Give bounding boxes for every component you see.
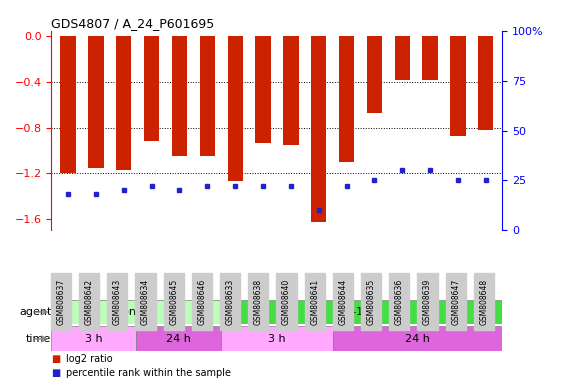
Text: log2 ratio: log2 ratio [66, 354, 112, 364]
Text: agent: agent [19, 307, 51, 317]
Bar [200, 36, 215, 156]
Text: percentile rank within the sample: percentile rank within the sample [66, 368, 231, 378]
Bar [451, 36, 465, 136]
Bar [227, 36, 243, 181]
Text: ■: ■ [51, 354, 61, 364]
Bar [136, 326, 220, 351]
Text: GSM808643: GSM808643 [113, 278, 122, 324]
Text: GSM808645: GSM808645 [169, 278, 178, 324]
Bar [255, 36, 271, 142]
Bar [283, 36, 299, 145]
Bar [51, 326, 136, 351]
Text: GSM808638: GSM808638 [254, 278, 263, 324]
Text: 24 h: 24 h [166, 334, 191, 344]
Text: GSM808634: GSM808634 [141, 278, 150, 324]
Bar [89, 36, 103, 168]
Text: GSM808642: GSM808642 [85, 278, 94, 324]
Bar [220, 326, 333, 351]
Text: GSM808636: GSM808636 [395, 278, 404, 324]
Text: time: time [26, 334, 51, 344]
Text: control: control [116, 307, 155, 317]
Text: GSM808646: GSM808646 [198, 278, 207, 324]
Text: GSM808640: GSM808640 [282, 278, 291, 324]
Text: GSM808637: GSM808637 [57, 278, 66, 324]
Text: GSM808639: GSM808639 [423, 278, 432, 324]
Bar [61, 36, 76, 173]
Bar [144, 36, 159, 141]
Text: 3 h: 3 h [268, 334, 286, 344]
Bar [116, 36, 131, 170]
Bar [51, 300, 220, 324]
Text: 24 h: 24 h [405, 334, 431, 344]
Bar [423, 36, 438, 80]
Text: GSM808648: GSM808648 [480, 278, 488, 324]
Text: GSM808644: GSM808644 [339, 278, 347, 324]
Bar [220, 300, 502, 324]
Text: IL-17C: IL-17C [344, 307, 379, 317]
Bar [311, 36, 327, 222]
Bar [339, 36, 354, 162]
Bar [478, 36, 493, 130]
Bar [172, 36, 187, 156]
Text: GSM808635: GSM808635 [367, 278, 376, 324]
Text: GSM808647: GSM808647 [451, 278, 460, 324]
Bar [395, 36, 410, 80]
Text: GDS4807 / A_24_P601695: GDS4807 / A_24_P601695 [51, 17, 215, 30]
Bar [333, 326, 502, 351]
Text: 3 h: 3 h [85, 334, 102, 344]
Text: ■: ■ [51, 368, 61, 378]
Text: GSM808633: GSM808633 [226, 278, 235, 324]
Text: GSM808641: GSM808641 [310, 278, 319, 324]
Bar [367, 36, 382, 113]
